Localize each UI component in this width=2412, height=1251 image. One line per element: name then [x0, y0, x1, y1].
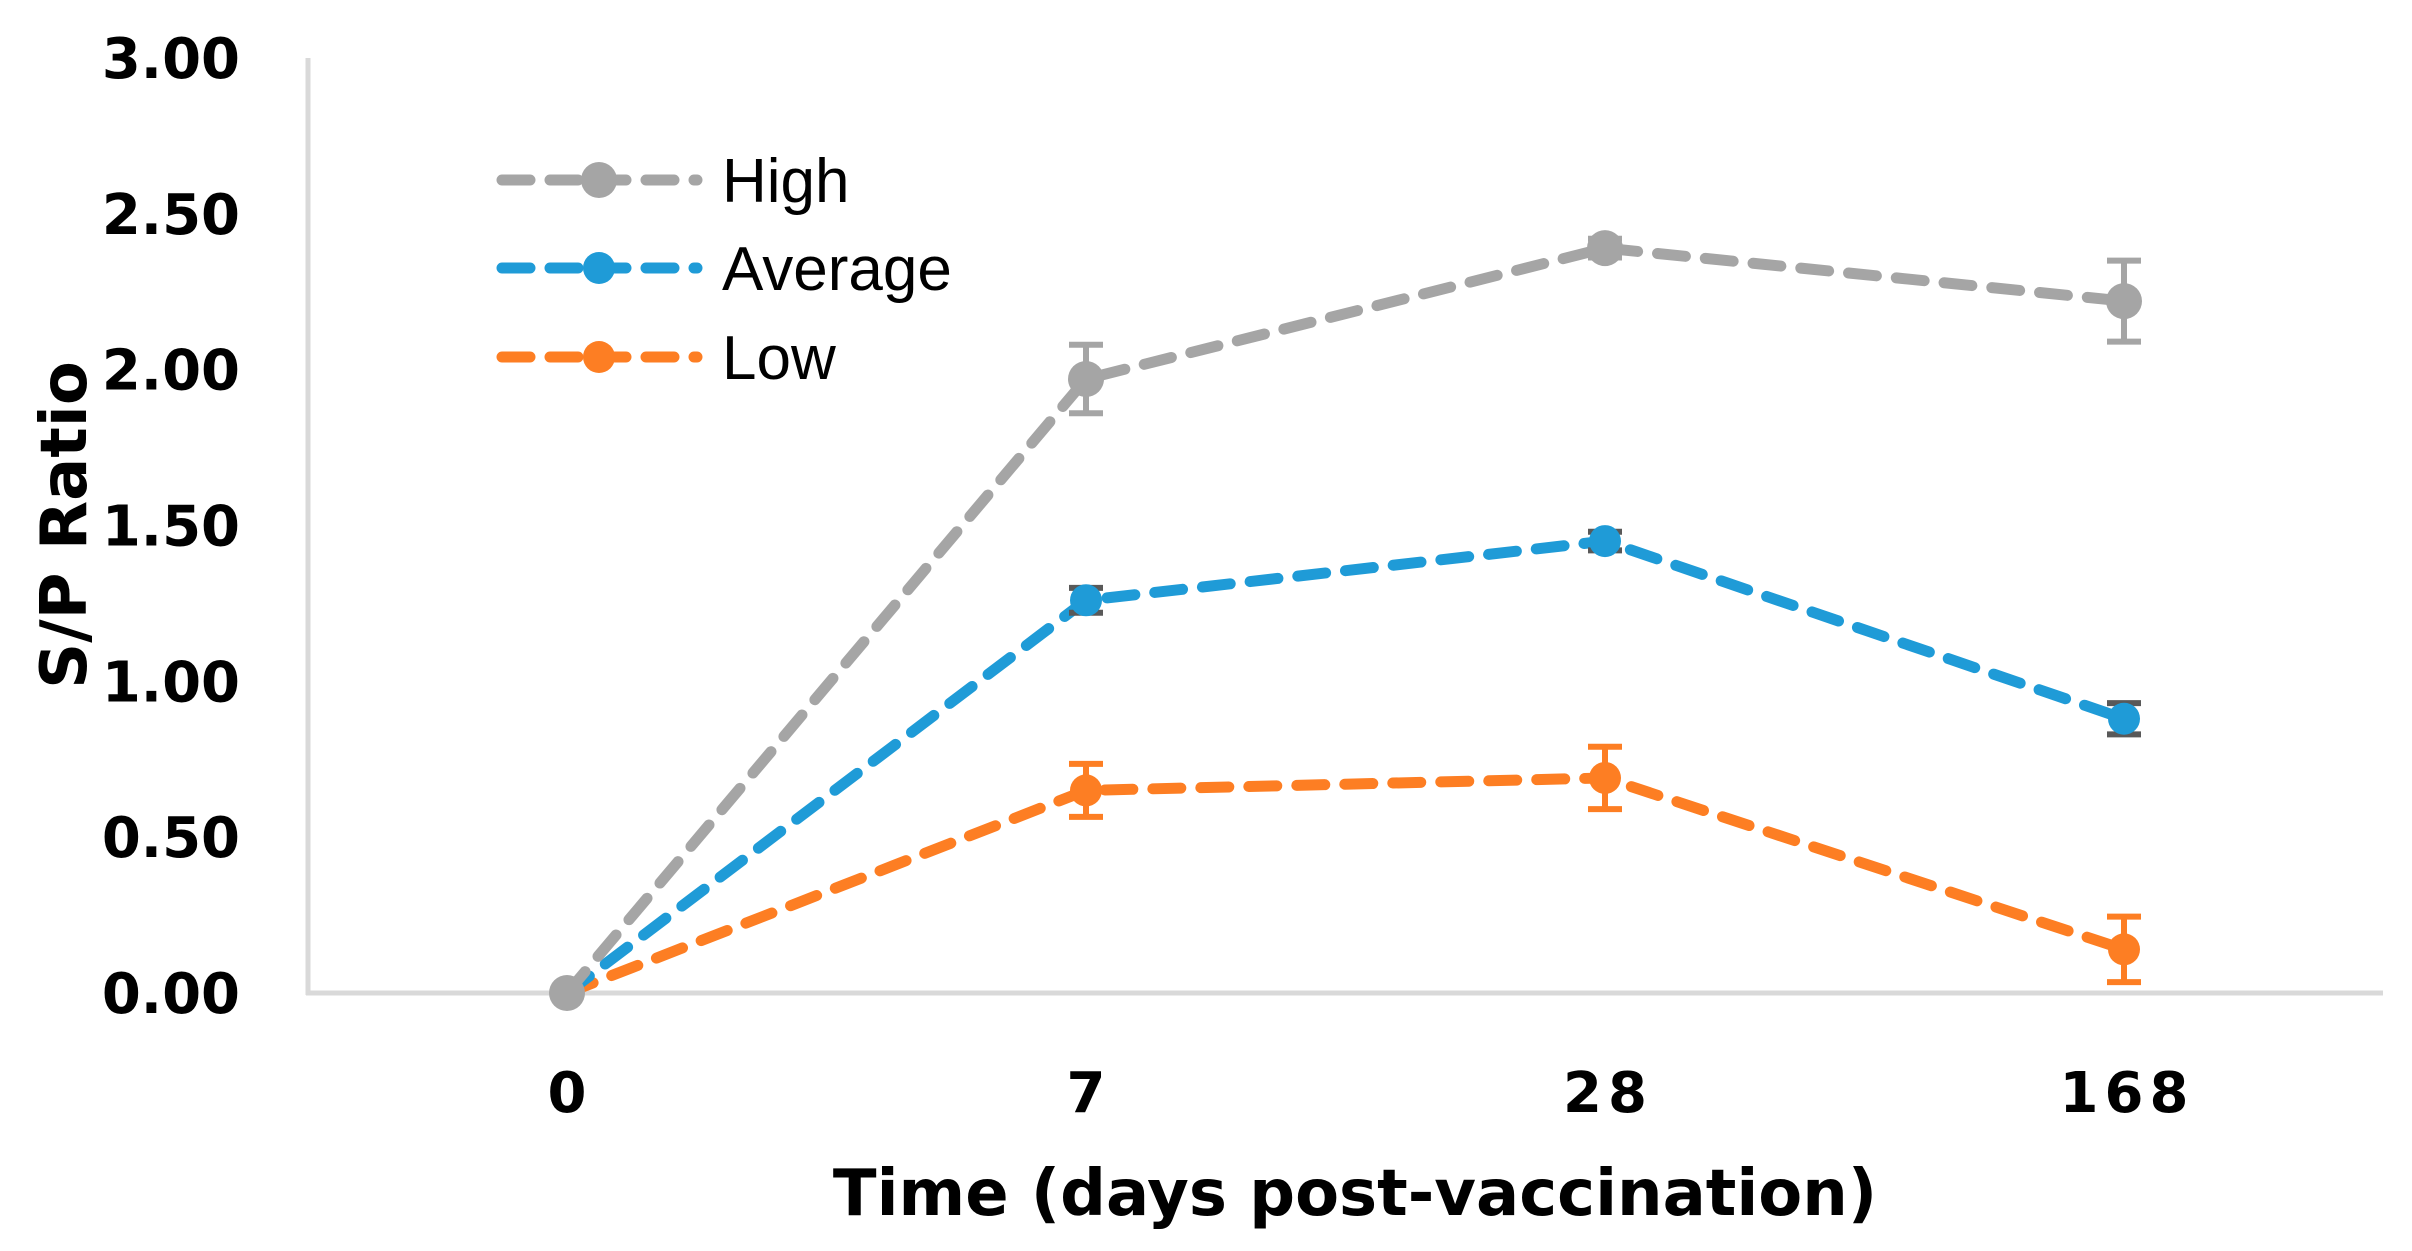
- x-tick-label: 28: [1563, 1061, 1653, 1126]
- series-line-average: [561, 535, 2130, 999]
- x-tick-label: 0: [548, 1061, 593, 1126]
- legend-label: High: [722, 147, 850, 216]
- data-point: [2108, 933, 2140, 966]
- data-point: [1070, 584, 1102, 617]
- series-line-high: [561, 242, 2130, 999]
- legend-label: Low: [722, 324, 836, 393]
- series-line-low: [561, 772, 2130, 999]
- legend-item-low: Low: [496, 324, 836, 393]
- y-tick-label: 2.00: [102, 339, 240, 404]
- x-tick-label: 168: [2060, 1061, 2195, 1126]
- data-point: [1587, 230, 1623, 267]
- x-tick-labels: 0 7 28 168: [548, 1061, 2195, 1126]
- data-point: [1589, 525, 1621, 558]
- y-tick-label: 2.50: [102, 183, 240, 248]
- legend-marker: [581, 162, 617, 198]
- data-point: [1070, 774, 1102, 807]
- series-layer: [549, 230, 2142, 1011]
- y-tick-labels: 0.00 0.50 1.00 1.50 2.00 2.50 3.00: [102, 27, 240, 1027]
- y-tick-label: 1.00: [102, 650, 240, 715]
- y-tick-label: 0.50: [102, 806, 240, 871]
- y-tick-label: 0.00: [102, 962, 240, 1027]
- legend-item-high: High: [496, 147, 850, 216]
- legend: High Average Low: [496, 147, 952, 393]
- y-axis-title: S/P Ratio: [28, 361, 102, 689]
- data-point: [549, 975, 585, 1011]
- y-tick-label: 1.50: [102, 495, 240, 560]
- legend-label: Average: [722, 235, 952, 304]
- x-tick-label: 7: [1067, 1061, 1112, 1126]
- legend-item-average: Average: [496, 235, 952, 304]
- legend-marker: [583, 341, 615, 373]
- series-average: [551, 525, 2141, 1009]
- y-tick-label: 3.00: [102, 27, 240, 92]
- x-axis-title: Time (days post-vaccination): [833, 1157, 1877, 1231]
- data-point: [2108, 702, 2140, 735]
- data-point: [2106, 283, 2142, 320]
- axes: [305, 58, 2383, 996]
- series-high: [549, 230, 2142, 1011]
- series-low: [551, 743, 2141, 1009]
- data-point: [1068, 361, 1104, 398]
- data-point: [1589, 761, 1621, 794]
- legend-marker: [583, 252, 615, 284]
